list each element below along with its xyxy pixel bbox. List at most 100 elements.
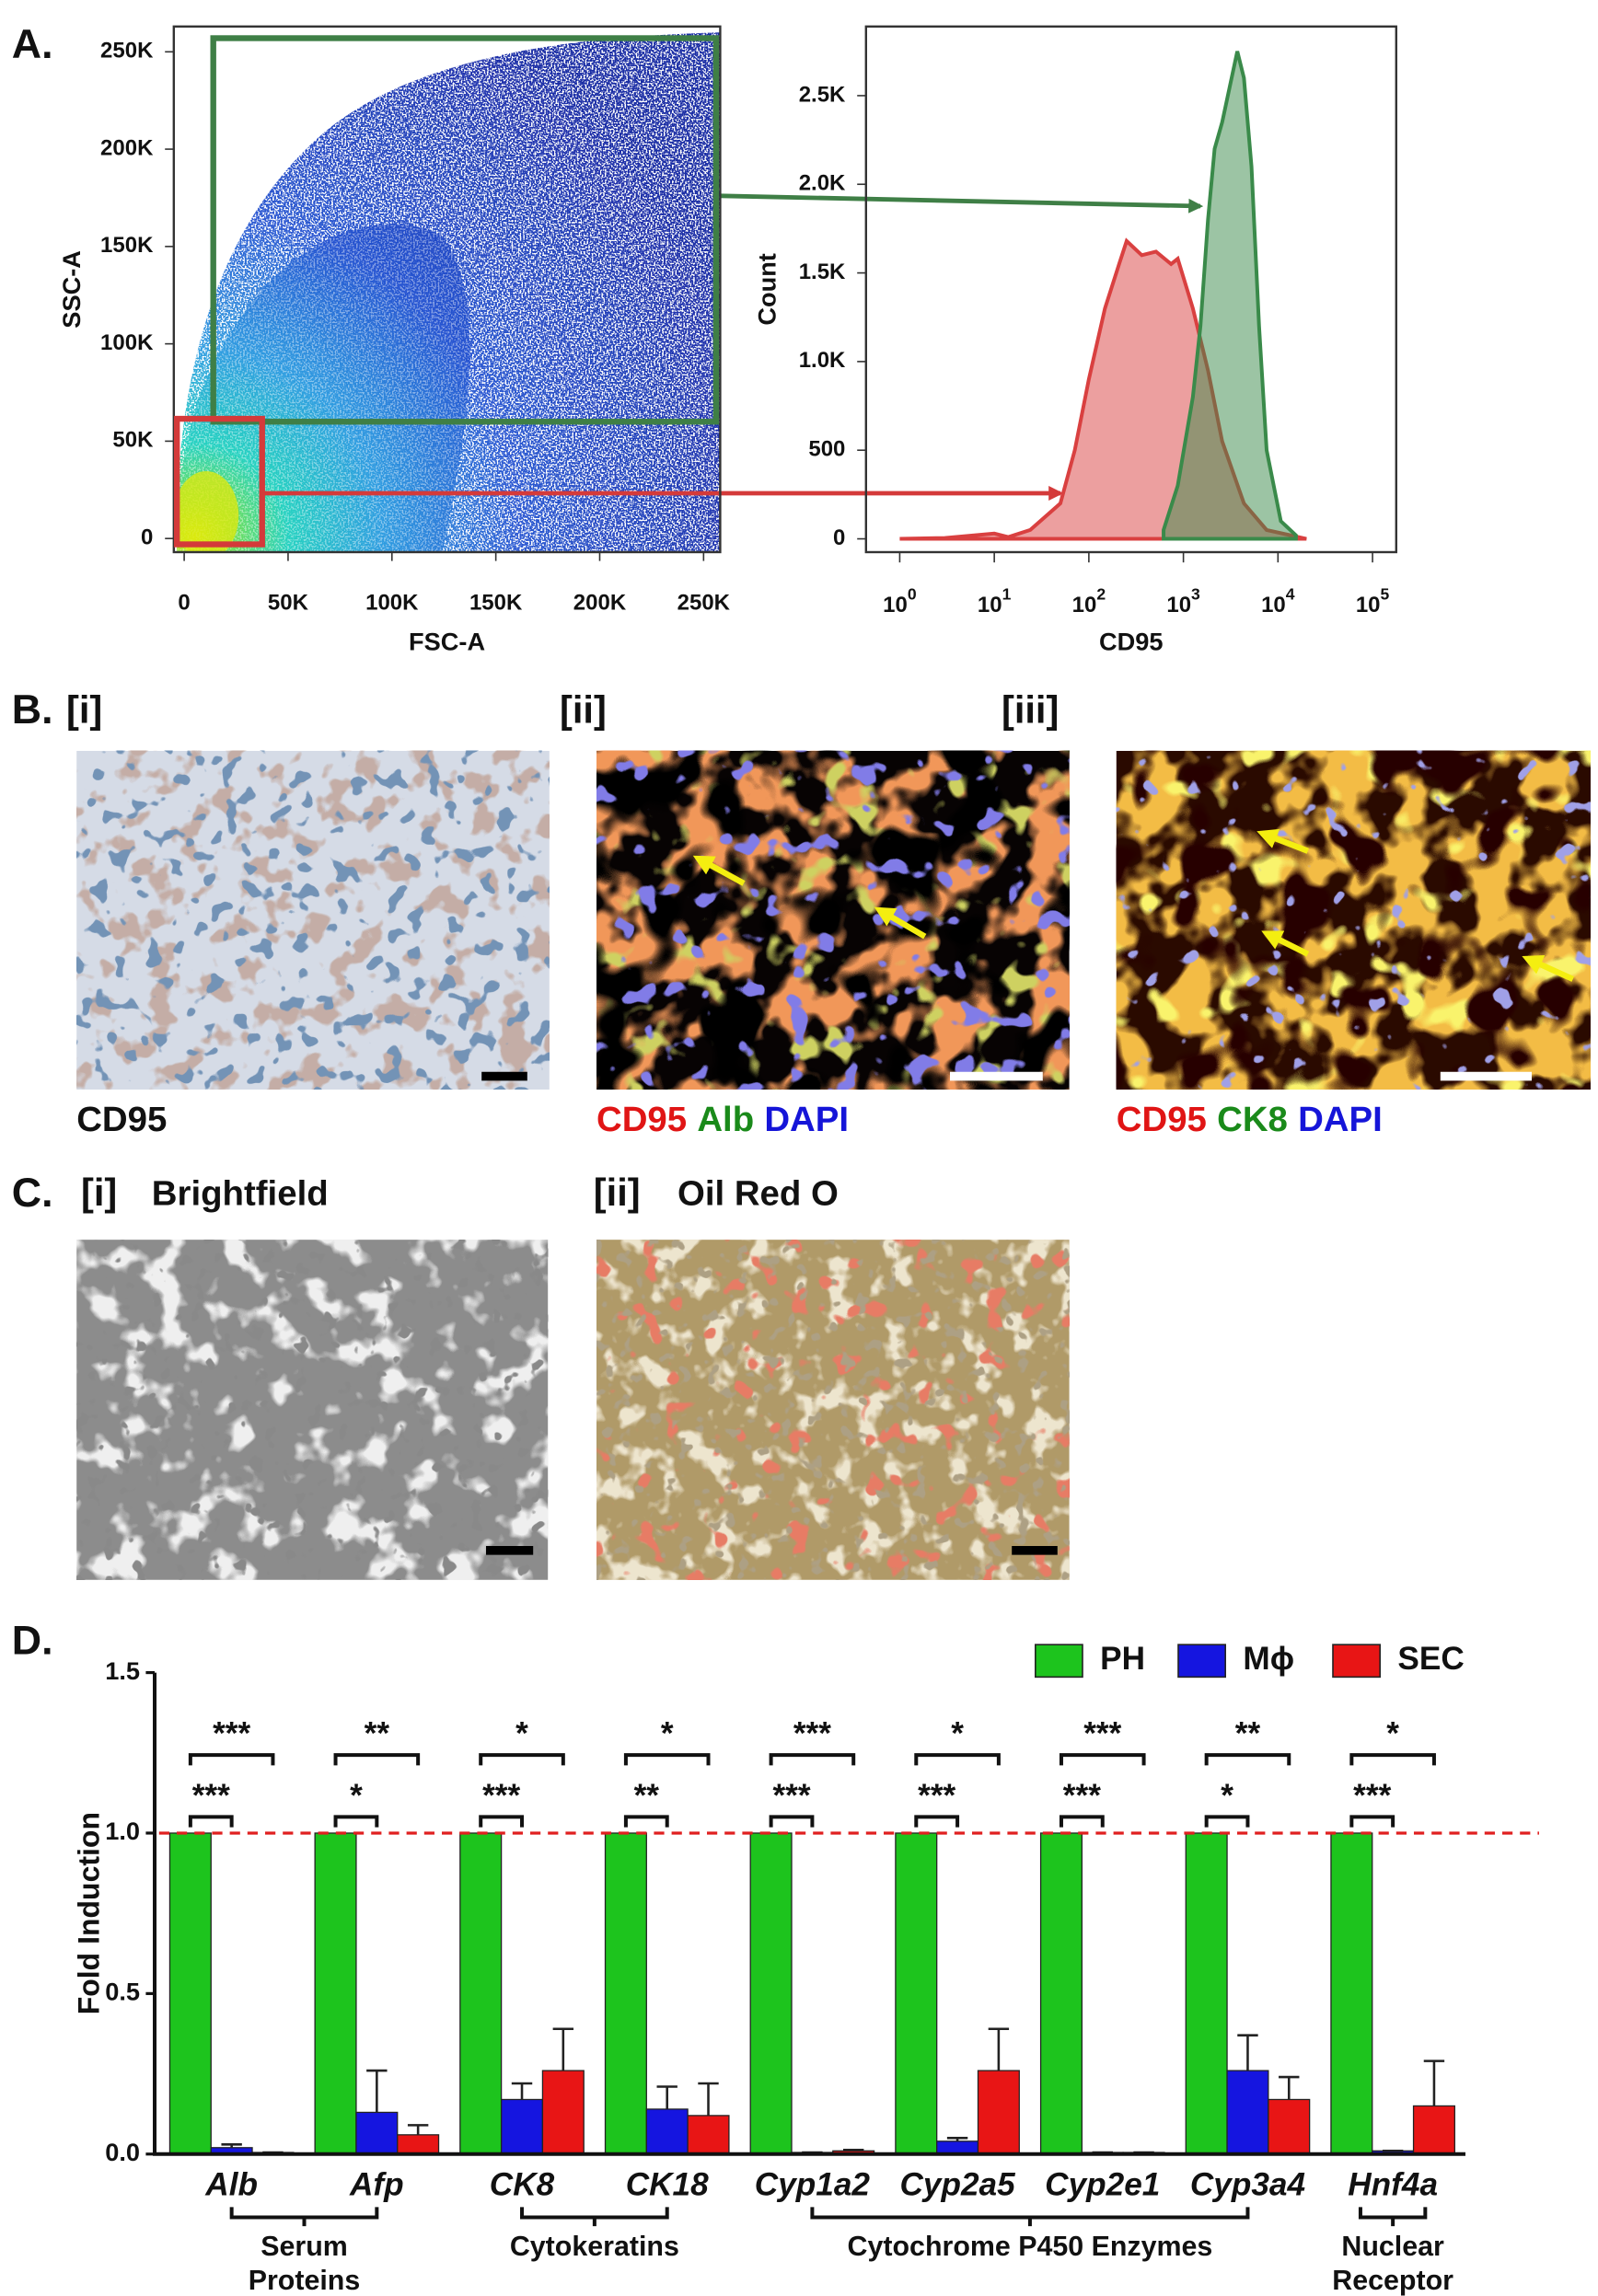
significance-bracket [1349, 1753, 1436, 1766]
x-tick-label: Hnf4a [1348, 2166, 1438, 2202]
image-tag: [ii] [594, 1171, 641, 1214]
tick-label: 1.0 [105, 1817, 140, 1845]
arrow [1261, 930, 1310, 957]
significance-bracket [333, 1753, 421, 1766]
tick-label: 1.5K [799, 260, 846, 284]
tick-label: 101 [978, 584, 1012, 618]
error-bar [988, 2027, 1010, 2071]
group-label: Proteins [249, 2265, 361, 2296]
tick-label: 2.0K [799, 171, 846, 196]
significance-label: *** [192, 1778, 230, 1814]
tick-exponent: 1 [1002, 584, 1012, 603]
error-bar [221, 2143, 242, 2148]
image-tag: [i] [66, 687, 102, 731]
tick-base: 10 [978, 594, 1002, 618]
micrograph [596, 750, 1070, 1090]
significance-bracket [1349, 1815, 1395, 1828]
gate-arrow [720, 193, 1204, 213]
arrow [1522, 954, 1575, 982]
arrow [874, 906, 927, 940]
significance-bracket [188, 1753, 275, 1766]
group-label: Cytochrome P450 Enzymes [848, 2231, 1213, 2262]
bar [168, 1832, 212, 2155]
error-bar [1279, 2075, 1300, 2100]
error-bar [407, 2124, 429, 2135]
tick-label: 500 [808, 437, 845, 462]
caption-part: DAPI [764, 1100, 849, 1139]
panel-label: B. [12, 686, 53, 733]
significance-label: *** [918, 1778, 955, 1814]
image-tag: [i] [81, 1171, 117, 1214]
significance-bracket [479, 1753, 565, 1766]
significance-bracket [1059, 1815, 1105, 1828]
group-bracket [229, 2207, 379, 2227]
tick-label: 2.5K [799, 82, 846, 107]
caption-part: CD95 [76, 1100, 167, 1139]
significance-bracket [914, 1815, 960, 1828]
error-bar [1423, 2059, 1445, 2106]
x-tick-label: CK8 [490, 2166, 555, 2202]
tick-label: 150K [100, 233, 154, 258]
significance-label: *** [793, 1716, 831, 1752]
significance-label: ** [1235, 1716, 1261, 1752]
plot-frame [172, 25, 722, 554]
group-label: Nuclear [1341, 2231, 1444, 2262]
panel-label: D. [12, 1617, 53, 1663]
arrow [1256, 828, 1309, 854]
tick-base: 10 [1356, 594, 1381, 618]
bar [604, 1832, 647, 2155]
x-axis-label: FSC-A [409, 627, 485, 655]
tick-label: 0 [178, 590, 190, 615]
bar [541, 2070, 585, 2155]
x-tick-label: Cyp2a5 [899, 2166, 1015, 2202]
significance-bracket [479, 1815, 525, 1828]
micrograph [1116, 750, 1591, 1090]
error-bar [656, 2085, 677, 2109]
error-bar [946, 2137, 968, 2141]
caption-part: DAPI [1298, 1100, 1383, 1139]
error-bar [698, 2082, 719, 2116]
legend-label: SEC [1397, 1641, 1464, 1677]
tick-label: 100K [100, 330, 154, 355]
image-title: Brightfield [152, 1173, 329, 1213]
group-bracket [520, 2207, 669, 2227]
significance-label: ** [634, 1778, 660, 1814]
axes [153, 1672, 1465, 2156]
image-tag: [iii] [1002, 687, 1059, 731]
tick-label: 0 [141, 525, 153, 550]
bar [1412, 2105, 1455, 2155]
error-bar [511, 2082, 533, 2100]
significance-label: * [951, 1716, 964, 1752]
tick-exponent: 3 [1191, 584, 1200, 603]
x-tick-label: Cyp2e1 [1045, 2166, 1160, 2202]
significance-label: ** [365, 1716, 390, 1752]
significance-label: * [350, 1778, 363, 1814]
bar [1185, 1832, 1228, 2155]
y-axis-label: SSC-A [57, 250, 86, 329]
image-title: Oil Red O [677, 1173, 839, 1213]
tick-label: 250K [100, 39, 154, 63]
x-tick-label: CK18 [626, 2166, 709, 2202]
bar [355, 2111, 399, 2155]
error-bar [366, 2069, 388, 2113]
panel-label: C. [12, 1170, 53, 1216]
micrograph [596, 1240, 1070, 1580]
caption-part: CD95 [596, 1100, 687, 1139]
x-axis-label: CD95 [1099, 627, 1164, 655]
bar [749, 1832, 793, 2155]
panel-label: A. [12, 21, 53, 67]
significance-bracket [1204, 1753, 1291, 1766]
error-bar [552, 2027, 574, 2071]
tick-label: 1.5 [105, 1656, 140, 1685]
gate [173, 415, 265, 548]
caption-part: CD95 [1117, 1100, 1207, 1139]
x-tick-label: Cyp3a4 [1190, 2166, 1305, 2202]
tick-label: 0 [833, 525, 845, 550]
image-caption: CD95 Alb DAPI [596, 1100, 849, 1139]
significance-label: *** [1063, 1778, 1101, 1814]
plot-frame [864, 25, 1397, 554]
tick-label: 100 [883, 584, 917, 618]
bar [977, 2070, 1020, 2155]
significance-label: * [661, 1716, 674, 1752]
micrograph [76, 750, 550, 1090]
